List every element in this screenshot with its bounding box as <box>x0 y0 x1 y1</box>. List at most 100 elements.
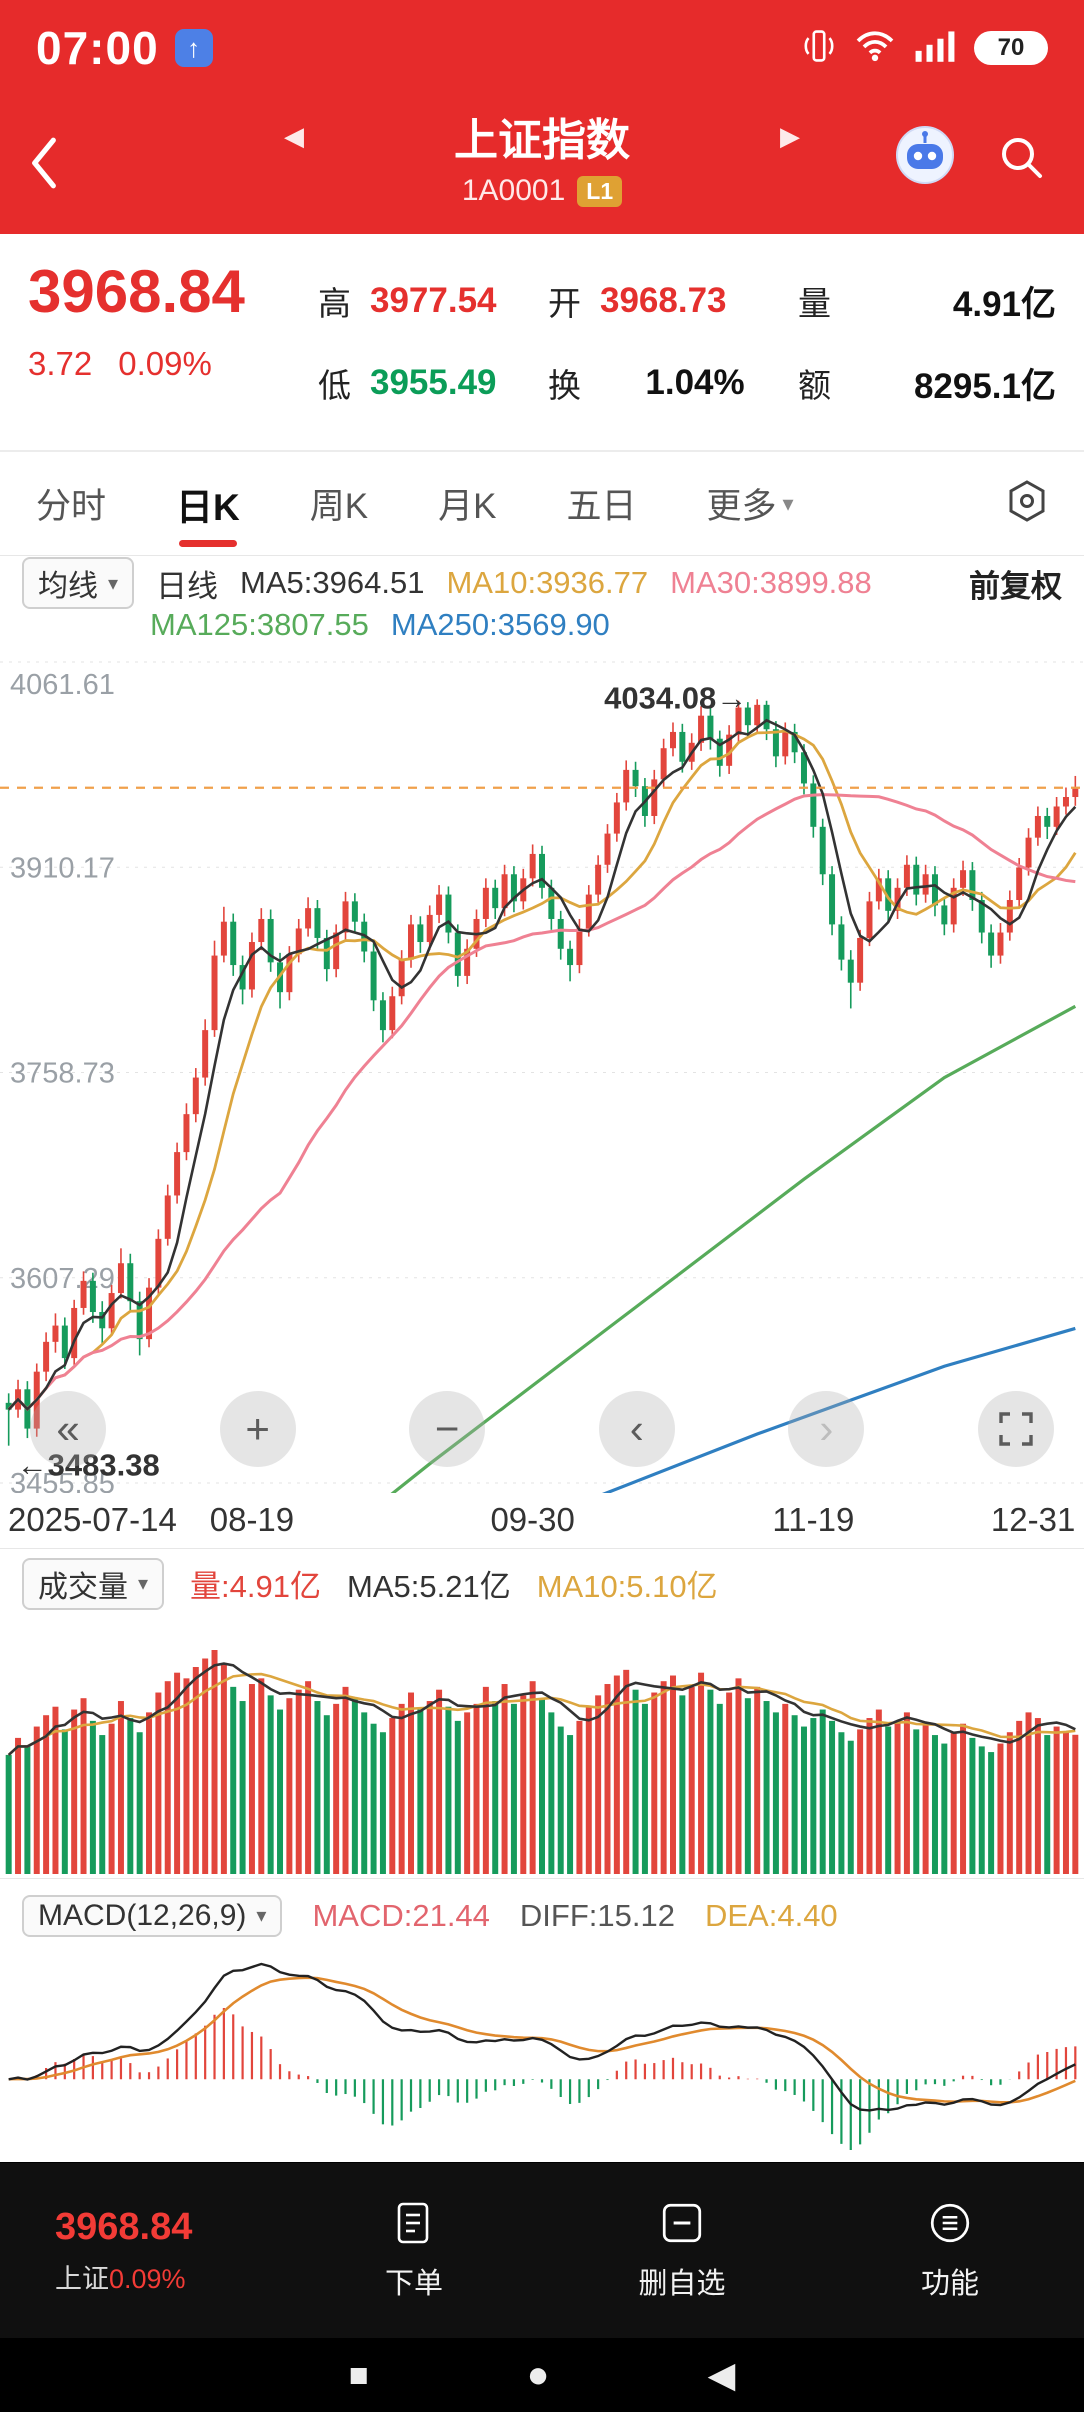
tab-monthly-k[interactable]: 月K <box>438 487 497 526</box>
ma-legend: 均线 ▾ 日线 MA5:3964.51 MA10:3936.77 MA30:389… <box>0 556 1084 648</box>
x-axis-label: 09-30 <box>490 1501 575 1538</box>
ma250-legend: MA250:3569.90 <box>390 607 610 642</box>
svg-text:3910.17: 3910.17 <box>10 852 115 884</box>
home-button[interactable]: ● <box>526 2353 550 2396</box>
zoom-out-button[interactable]: − <box>409 1391 486 1467</box>
android-nav-bar: ■ ● ◀ <box>0 2338 1084 2412</box>
ma30-legend: MA30:3899.88 <box>670 565 872 600</box>
page-title: 上证指数 <box>454 116 630 165</box>
diff-value-label: DIFF:15.12 <box>519 1897 675 1933</box>
fullscreen-button[interactable] <box>977 1391 1054 1467</box>
search-icon[interactable] <box>994 130 1050 191</box>
order-icon <box>391 2200 437 2251</box>
quote-panel: 3968.84 3.72 0.09% 高 3977.54 开 3968.73 量… <box>0 234 1084 452</box>
ai-assistant-button[interactable] <box>894 124 956 191</box>
open-label: 开 <box>548 285 581 322</box>
price-change-percent: 0.09% <box>118 345 212 382</box>
minus-square-icon <box>659 2200 705 2251</box>
amount-label: 额 <box>798 367 831 404</box>
svg-text:3455.85: 3455.85 <box>10 1468 115 1493</box>
zoom-in-button[interactable]: + <box>219 1391 296 1467</box>
volume-ma10-label: MA10:5.10亿 <box>536 1569 718 1604</box>
turnover-label: 换 <box>548 367 581 404</box>
high-label: 高 <box>318 285 351 322</box>
status-bar: 07:00 ↑ 70 <box>0 0 1084 96</box>
volume-header: 成交量 ▾ 量:4.91亿 MA5:5.21亿 MA10:5.10亿 <box>0 1548 1084 1618</box>
volume-selector-button[interactable]: 成交量 ▾ <box>22 1557 165 1610</box>
x-axis-label: 2025-07-14 <box>8 1501 177 1538</box>
recents-button[interactable]: ■ <box>348 2356 369 2393</box>
signal-bars-icon <box>914 29 956 68</box>
tab-minute[interactable]: 分时 <box>36 487 107 526</box>
quote-level-badge: L1 <box>577 175 623 207</box>
volume-value: 4.91亿 <box>952 284 1056 324</box>
vibrate-icon <box>802 26 836 71</box>
volume-chart[interactable] <box>0 1618 1084 1878</box>
remove-watchlist-button[interactable]: 删自选 <box>548 2200 816 2302</box>
tab-five-day[interactable]: 五日 <box>566 487 637 526</box>
clock: 07:00 <box>36 22 159 74</box>
period-label: 日线 <box>156 568 219 604</box>
back-button[interactable] <box>26 130 86 196</box>
macd-selector-button[interactable]: MACD(12,26,9) ▾ <box>22 1894 283 1937</box>
next-stock-button[interactable]: ▶ <box>780 120 800 151</box>
android-back-button[interactable]: ◀ <box>707 2354 736 2395</box>
amount-value: 8295.1亿 <box>913 366 1056 406</box>
ma-selector-button[interactable]: 均线 ▾ <box>22 557 135 609</box>
svg-text:3758.73: 3758.73 <box>10 1058 115 1090</box>
chart-controls: « + − ‹ › <box>0 1391 1084 1467</box>
low-label: 低 <box>318 367 351 404</box>
x-axis-label: 08-19 <box>209 1501 295 1538</box>
period-tab-bar: 分时 日K 周K 月K 五日 更多 ▾ <box>0 452 1084 556</box>
x-axis-labels: 2025-07-14 08-19 09-30 11-19 12-31 <box>0 1493 1084 1548</box>
bottom-action-bar: 3968.84 上证0.09% 下单 删自选 功能 <box>0 2162 1084 2338</box>
price-change: 3.72 <box>28 345 93 382</box>
price-chart-svg: 4061.61 3910.17 3758.73 3607.29 3455.85 4034.… <box>0 661 1084 1493</box>
adjust-mode-label[interactable]: 前复权 <box>969 568 1062 604</box>
svg-text:4034.08→: 4034.08→ <box>604 680 747 715</box>
indicator-settings-icon[interactable] <box>1004 478 1050 529</box>
volume-label: 量 <box>798 285 831 322</box>
tab-daily-k[interactable]: 日K <box>174 463 242 545</box>
stock-code: 1A0001 <box>461 174 566 207</box>
tab-weekly-k[interactable]: 周K <box>309 487 369 526</box>
open-value: 3968.73 <box>600 281 727 320</box>
chevron-down-icon: ▾ <box>256 1905 267 1927</box>
next-button[interactable]: › <box>788 1391 865 1467</box>
app-header: ◀ 上证指数 ▶ 1A0001 L1 <box>0 96 1084 234</box>
ma5-legend: MA5:3964.51 <box>240 565 425 600</box>
mini-change-percent: 0.09% <box>109 2263 186 2294</box>
macd-value-label: MACD:21.44 <box>312 1897 490 1933</box>
volume-value-label: 量:4.91亿 <box>190 1569 321 1604</box>
ma10-legend: MA10:3936.77 <box>446 565 649 600</box>
high-value: 3977.54 <box>370 281 497 320</box>
x-axis-label: 12-31 <box>990 1501 1076 1538</box>
macd-header: MACD(12,26,9) ▾ MACD:21.44 DIFF:15.12 DEA… <box>0 1878 1084 1952</box>
svg-text:4061.61: 4061.61 <box>10 669 115 701</box>
ma125-legend: MA125:3807.55 <box>150 607 369 642</box>
mini-index-name: 上证 <box>55 2263 109 2294</box>
mini-price: 3968.84 <box>55 2205 193 2248</box>
candlestick-chart[interactable]: 4061.61 3910.17 3758.73 3607.29 3455.85 4034.… <box>0 648 1084 1493</box>
chevron-down-icon: ▾ <box>782 490 794 516</box>
prev-button[interactable]: ‹ <box>598 1391 675 1467</box>
svg-text:←3483.38: ←3483.38 <box>17 1448 160 1483</box>
svg-text:3607.29: 3607.29 <box>10 1263 115 1295</box>
battery-indicator: 70 <box>974 31 1048 65</box>
prev-stock-button[interactable]: ◀ <box>284 120 304 151</box>
x-axis-label: 11-19 <box>772 1501 855 1538</box>
dea-value-label: DEA:4.40 <box>704 1897 838 1933</box>
chevron-down-icon: ▾ <box>108 572 119 595</box>
mini-quote[interactable]: 3968.84 上证0.09% <box>0 2206 280 2296</box>
functions-button[interactable]: 功能 <box>816 2200 1084 2302</box>
last-price: 3968.84 <box>28 258 245 325</box>
macd-chart[interactable] <box>0 1952 1084 2162</box>
tab-more[interactable]: 更多 ▾ <box>706 487 794 526</box>
place-order-button[interactable]: 下单 <box>280 2200 548 2302</box>
menu-circle-icon <box>927 2200 973 2251</box>
pan-left-button[interactable]: « <box>30 1391 106 1467</box>
wifi-icon <box>854 29 896 68</box>
chevron-down-icon: ▾ <box>138 1573 149 1595</box>
upload-arrow-icon: ↑ <box>174 29 213 67</box>
